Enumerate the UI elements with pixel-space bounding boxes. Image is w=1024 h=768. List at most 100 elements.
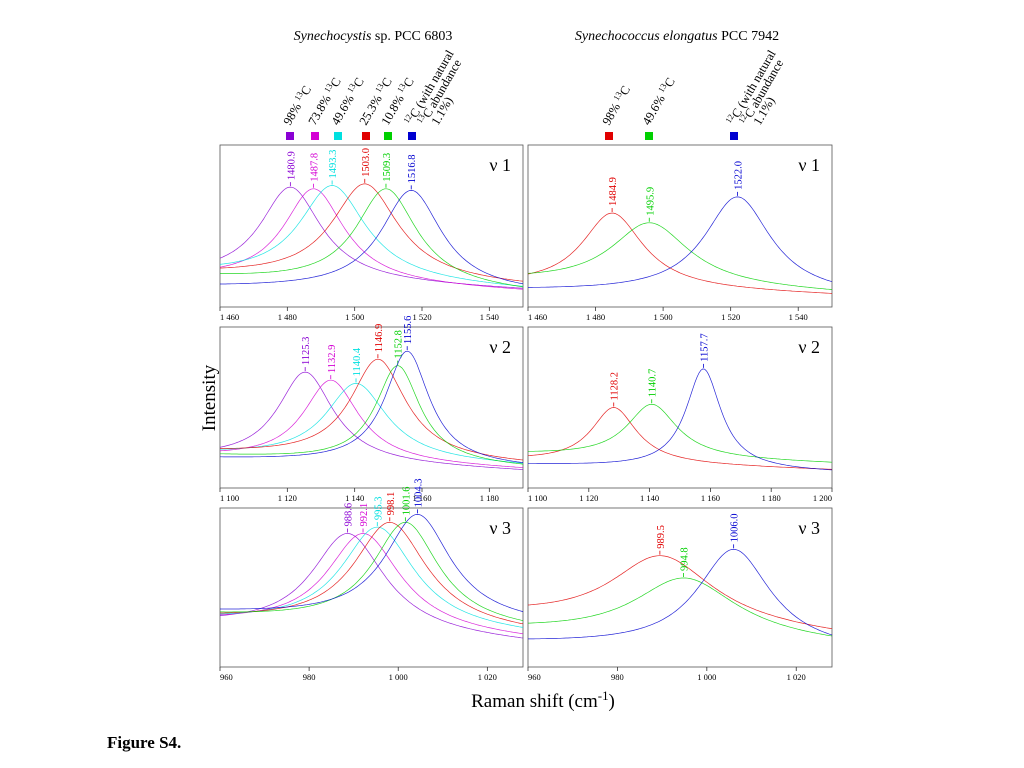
x-tick-label: 980 [611, 672, 624, 682]
spectrum-line [219, 533, 524, 635]
panel-frame [527, 326, 833, 489]
x-tick-label: 1 120 [579, 493, 598, 503]
x-tick-label: 1 020 [787, 672, 806, 682]
x-tick-label: 1 460 [528, 312, 547, 322]
x-tick-label: 1 100 [528, 493, 547, 503]
legend-item: 98% 13C [598, 82, 633, 140]
spectrum-panel: 960 980 1 000 1 020 ν 3 989.5 994.8 1006.0 [527, 507, 833, 682]
spectrum-line [220, 350, 524, 463]
mode-label: ν 2 [489, 337, 511, 357]
spectrum-line [528, 403, 833, 463]
x-tick-label: 1 200 [813, 493, 832, 503]
spectrum-line [220, 365, 524, 465]
spectrum-line [220, 526, 524, 628]
peak-label: 994.8 [680, 547, 691, 571]
peak-label: 1493.3 [328, 150, 339, 179]
legend-label: 98% 13C [598, 82, 633, 127]
x-axis-label: Raman shift (cm-1) [471, 688, 615, 712]
legend-swatch [311, 132, 319, 140]
peak-label: 1152.8 [394, 330, 405, 359]
spectrum-line [527, 407, 833, 470]
mode-label: ν 1 [798, 155, 820, 175]
mode-label: ν 3 [798, 518, 820, 538]
peak-label: 1006.0 [730, 513, 741, 542]
x-tick-label: 1 120 [278, 493, 297, 503]
spectrum-line [220, 190, 524, 285]
x-tick-label: 1 160 [701, 493, 720, 503]
spectrum-line [220, 514, 524, 612]
spectrum-line [220, 183, 524, 282]
peak-label: 1132.9 [327, 345, 338, 374]
x-tick-label: 1 020 [478, 672, 497, 682]
spectrum-line [528, 368, 833, 471]
x-tick-label: 1 140 [640, 493, 659, 503]
legend-item: 49.6% 13C [638, 74, 678, 140]
legend-swatch [605, 132, 613, 140]
legend-swatch [384, 132, 392, 140]
panel-frame [527, 507, 833, 668]
mode-label: ν 1 [489, 155, 511, 175]
peak-label: 1157.7 [699, 333, 710, 362]
legend-swatch [334, 132, 342, 140]
spectrum-panel: 1 100 1 120 1 140 1 160 1 180 ν 2 1125.3 1132.9… [219, 316, 524, 503]
x-tick-label: 960 [528, 672, 541, 682]
x-tick-label: 1 540 [480, 312, 499, 322]
legend-item: 98% 13C [280, 83, 314, 140]
x-tick-label: 1 520 [412, 312, 431, 322]
peak-label: 1495.9 [645, 187, 656, 216]
legend-swatch [362, 132, 370, 140]
legend-label: 49.6% 13C [638, 74, 678, 127]
peak-label: 1480.9 [286, 151, 297, 180]
panel-frame [219, 326, 524, 489]
x-tick-label: 1 520 [721, 312, 740, 322]
peak-label: 1146.9 [374, 324, 385, 353]
x-tick-label: 1 500 [345, 312, 364, 322]
peak-label: 1128.2 [610, 372, 621, 401]
figure-label: Figure S4. [107, 733, 182, 752]
peak-label: 1140.4 [352, 347, 363, 376]
spectrum-line [219, 188, 524, 290]
spectrum-line [219, 533, 524, 639]
spectrum-line [220, 358, 524, 461]
spectrum-line [220, 188, 524, 288]
x-tick-label: 1 500 [654, 312, 673, 322]
peak-label: 1503.0 [361, 148, 372, 177]
spectrum-line [219, 383, 524, 464]
spectrum-line [220, 521, 524, 625]
mode-label: ν 3 [489, 518, 511, 538]
peak-label: 998.1 [386, 492, 397, 516]
spectrum-line [528, 196, 833, 288]
spectrum-line [527, 212, 833, 294]
peak-label: 1125.3 [301, 337, 312, 366]
panel-frame [527, 144, 833, 308]
x-tick-label: 1 480 [586, 312, 605, 322]
spectrum-line [219, 379, 524, 468]
peak-label: 1509.3 [382, 153, 393, 182]
spectrum-line [527, 555, 833, 630]
peak-label: 988.6 [343, 503, 354, 527]
mode-label: ν 2 [798, 337, 820, 357]
spectrum-line [528, 549, 833, 640]
x-tick-label: 1 540 [789, 312, 808, 322]
x-tick-label: 1 100 [220, 493, 239, 503]
peak-label: 1487.8 [310, 153, 321, 182]
peak-label: 1001.6 [401, 486, 412, 515]
spectrum-line [219, 186, 524, 289]
legend-swatch [730, 132, 738, 140]
panel-frame [219, 144, 524, 308]
peak-label: 1140.7 [648, 369, 659, 398]
spectrum-panel: 960 980 1 000 1 020 ν 3 988.6 992.1 995.3 998.1 1… [219, 478, 524, 682]
peak-label: 1004.3 [413, 478, 424, 507]
spectrum-line [528, 577, 833, 637]
legend-swatch [286, 132, 294, 140]
y-axis-label: Intensity [199, 364, 220, 431]
x-tick-label: 980 [303, 672, 316, 682]
peak-label: 1516.8 [407, 154, 418, 183]
spectrum-panel: 1 460 1 480 1 500 1 520 1 540 ν 1 1480.9 1487.8… [219, 144, 524, 322]
peak-label: 995.3 [373, 496, 384, 520]
x-tick-label: 960 [220, 672, 233, 682]
panel-frame [219, 507, 524, 668]
legend-swatch [645, 132, 653, 140]
